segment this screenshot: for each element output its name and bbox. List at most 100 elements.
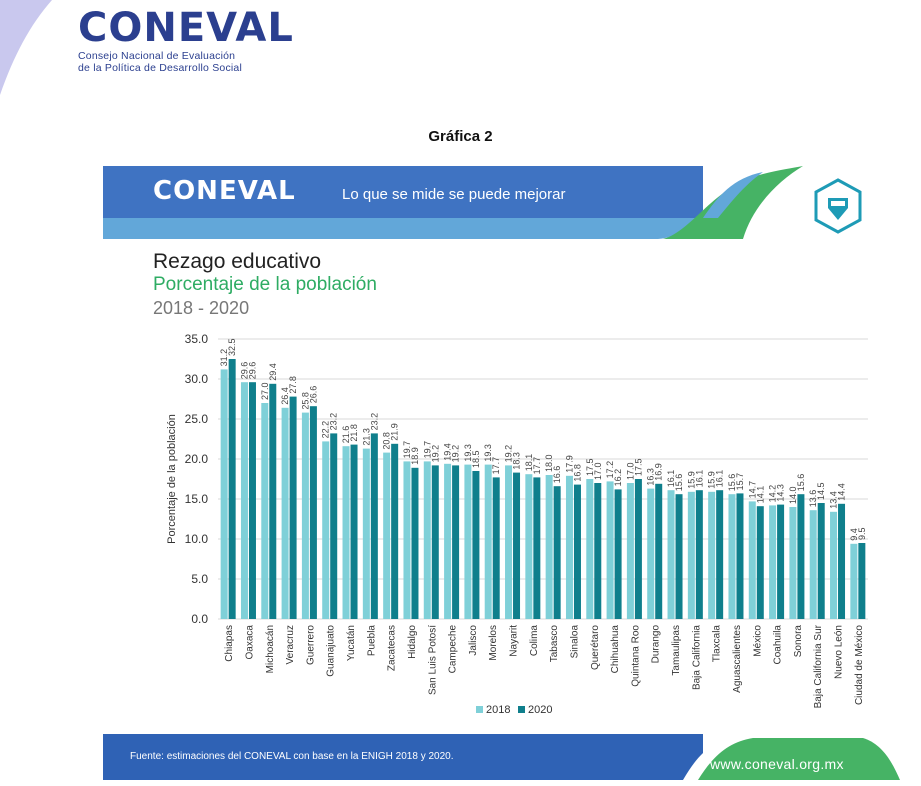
logo-subtitle-line1: Consejo Nacional de Evaluación xyxy=(78,50,236,62)
bar-2020 xyxy=(695,490,703,619)
data-label-2020: 18.5 xyxy=(471,450,481,468)
data-label-2018: 18.0 xyxy=(544,454,554,472)
data-label-2018: 16.3 xyxy=(646,468,656,486)
bar-2020 xyxy=(391,443,399,619)
chart-title: Rezago educativo xyxy=(153,250,322,273)
data-label-2020: 17.0 xyxy=(593,462,603,480)
x-tick-label: Nuevo León xyxy=(834,625,845,679)
data-label-2020: 14.4 xyxy=(837,483,847,501)
data-label-2020: 15.6 xyxy=(674,474,684,492)
x-tick-label: San Luis Potosí xyxy=(427,625,438,695)
bar-2018 xyxy=(464,464,472,619)
bar-2018 xyxy=(403,461,411,619)
x-tick-label: Guanajuato xyxy=(326,625,337,677)
bar-2018 xyxy=(444,463,452,619)
y-tick-label: 5.0 xyxy=(191,572,208,586)
x-tick-label: Tabasco xyxy=(549,625,560,663)
bar-2018 xyxy=(606,481,614,619)
bar-2018 xyxy=(505,465,513,619)
bar-2020 xyxy=(838,503,846,619)
bar-2018 xyxy=(728,494,736,619)
bar-2020 xyxy=(655,483,663,619)
x-tick-label: Nayarit xyxy=(509,625,520,657)
figure-label: Gráfica 2 xyxy=(428,128,493,145)
bar-2020 xyxy=(716,490,724,619)
x-tick-label: Coahuila xyxy=(773,625,784,665)
data-label-2020: 15.7 xyxy=(735,473,745,491)
bar-2020 xyxy=(350,444,358,619)
bar-chart: 0.0 5.0 10.0 15.0 20.0 25.0 30.0 35.0 Porcentaje… xyxy=(166,332,868,716)
x-tick-label: Baja California Sur xyxy=(813,624,824,708)
x-tick-label: Guerrero xyxy=(305,625,316,665)
bar-2018 xyxy=(687,491,695,619)
x-tick-label: Campeche xyxy=(448,625,459,674)
bar-2018 xyxy=(748,501,756,619)
bar-2020 xyxy=(513,472,521,619)
x-tick-label: Zacatecas xyxy=(387,625,398,671)
data-label-2020: 26.6 xyxy=(308,386,318,404)
bar-2020 xyxy=(736,493,744,619)
x-tick-label: Chiapas xyxy=(224,625,235,662)
bar-2020 xyxy=(228,359,236,619)
data-label-2018: 9.4 xyxy=(849,528,859,541)
data-label-2018: 17.5 xyxy=(585,458,595,476)
data-label-2018: 19.7 xyxy=(422,441,432,459)
bar-2018 xyxy=(342,446,350,619)
bar-2020 xyxy=(756,506,764,619)
y-tick-label: 30.0 xyxy=(185,372,209,386)
banner-logo: CONEVAL xyxy=(153,176,296,206)
data-label-2020: 9.5 xyxy=(857,527,867,540)
bar-2018 xyxy=(647,488,655,619)
footer-source: Fuente: estimaciones del CONEVAL con bas… xyxy=(130,751,454,762)
x-tick-label: Quintana Roo xyxy=(630,625,641,687)
banner-graphic xyxy=(103,166,863,239)
data-label-2020: 23.2 xyxy=(329,413,339,431)
data-label-2018: 31.2 xyxy=(219,349,229,367)
footer-band xyxy=(103,734,900,780)
bar-2020 xyxy=(289,396,297,619)
x-tick-label: Morelos xyxy=(488,625,499,661)
x-tick-label: Ciudad de México xyxy=(854,625,865,705)
data-label-2018: 29.6 xyxy=(239,362,249,380)
data-label-2020: 29.6 xyxy=(247,362,257,380)
pencil-shield-icon xyxy=(814,178,862,234)
bar-2020 xyxy=(675,494,683,619)
bar-2018 xyxy=(708,491,716,619)
bar-2020 xyxy=(472,471,480,619)
x-tick-label: México xyxy=(752,625,763,657)
x-tick-label: Chihuahua xyxy=(610,625,621,674)
data-label-2020: 19.2 xyxy=(451,445,461,463)
bar-2020 xyxy=(573,484,581,619)
data-label-2020: 21.8 xyxy=(349,424,359,442)
data-label-2018: 19.2 xyxy=(504,445,514,463)
banner-slogan: Lo que se mide se puede mejorar xyxy=(342,186,566,203)
x-tick-label: Baja California xyxy=(691,625,702,690)
data-label-2018: 15.9 xyxy=(686,471,696,489)
bar-2020 xyxy=(553,486,561,619)
x-tick-label: Veracruz xyxy=(285,625,296,664)
bar-2018 xyxy=(667,490,675,619)
bar-2020 xyxy=(492,477,500,619)
y-tick-label: 25.0 xyxy=(185,412,209,426)
data-label-2018: 17.9 xyxy=(564,455,574,473)
data-label-2020: 15.6 xyxy=(796,474,806,492)
bar-2018 xyxy=(809,510,817,619)
bar-2018 xyxy=(626,483,634,619)
bar-2018 xyxy=(586,479,594,619)
bar-2018 xyxy=(484,464,492,619)
data-label-2018: 19.3 xyxy=(463,444,473,462)
data-label-2018: 21.6 xyxy=(341,426,351,444)
bar-2020 xyxy=(797,494,805,619)
bar-2018 xyxy=(240,382,248,619)
data-label-2020: 14.3 xyxy=(776,484,786,502)
bar-2020 xyxy=(533,477,541,619)
data-label-2018: 14.7 xyxy=(747,481,757,499)
chart-period: 2018 - 2020 xyxy=(153,298,250,318)
data-label-2018: 14.2 xyxy=(768,485,778,503)
data-label-2018: 17.0 xyxy=(625,462,635,480)
data-label-2018: 19.3 xyxy=(483,444,493,462)
x-tick-label: Tlaxcala xyxy=(712,625,723,663)
x-tick-label: Michoacán xyxy=(265,625,276,673)
bar-2018 xyxy=(423,461,431,619)
data-label-2020: 21.9 xyxy=(390,423,400,441)
